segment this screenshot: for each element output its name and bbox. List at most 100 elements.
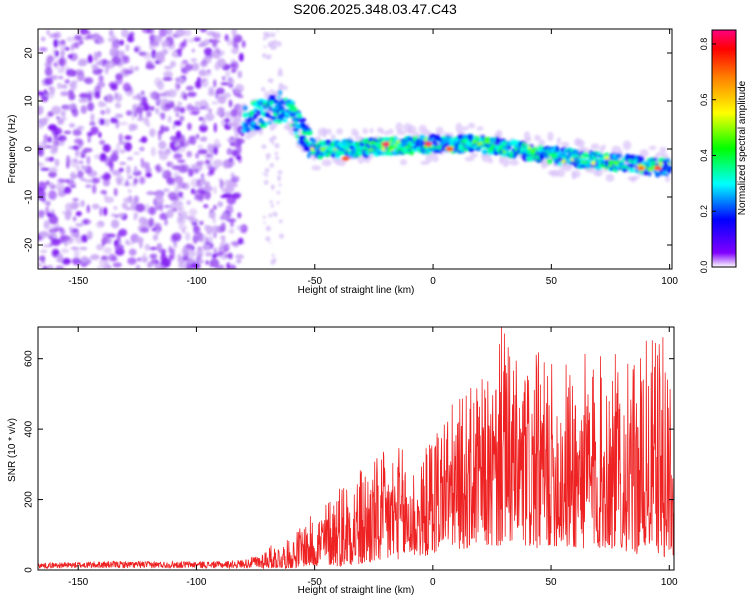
heatmap-cell	[174, 175, 184, 184]
heatmap-cell	[111, 169, 122, 176]
heatmap-cell	[555, 145, 560, 152]
heatmap-cell	[193, 168, 199, 174]
heatmap-cell	[70, 174, 78, 179]
heatmap-cell	[631, 161, 636, 164]
heatmap-cell	[232, 193, 241, 200]
heatmap-cell	[47, 124, 58, 131]
y-tick-label: 400	[24, 420, 35, 437]
heatmap-cell	[185, 243, 193, 249]
heatmap-cell	[174, 81, 181, 91]
heatmap-cell	[164, 127, 169, 132]
heatmap-cell	[72, 129, 82, 136]
heatmap-cell	[236, 138, 245, 144]
heatmap-cell	[101, 240, 105, 247]
heatmap-cell	[217, 201, 224, 208]
heatmap-cell	[289, 105, 297, 112]
heatmap-cell	[429, 146, 435, 149]
heatmap-cell	[262, 53, 267, 59]
heatmap-cell	[252, 113, 259, 118]
heatmap-cell	[49, 33, 58, 39]
heatmap-cell	[103, 247, 112, 254]
heatmap-cell	[294, 134, 300, 139]
heatmap-cell	[144, 243, 150, 251]
heatmap-cell	[571, 149, 580, 155]
heatmap-cell	[170, 60, 177, 68]
heatmap-cell	[81, 234, 88, 243]
heatmap-cell	[457, 145, 464, 150]
heatmap-cell	[217, 95, 227, 104]
heatmap-cell	[38, 255, 46, 262]
heatmap-cell	[142, 252, 147, 261]
heatmap-cell	[213, 247, 217, 253]
heatmap-cell	[58, 75, 64, 80]
heatmap-cell	[432, 154, 439, 163]
heatmap-cell	[477, 142, 483, 145]
heatmap-cell	[546, 159, 553, 164]
heatmap-cell	[227, 179, 233, 188]
heatmap-cell	[505, 159, 511, 165]
heatmap-cell	[418, 134, 426, 140]
heatmap-cell	[185, 265, 194, 269]
heatmap-cell	[49, 166, 58, 174]
x-tick-label: 100	[661, 577, 678, 588]
heatmap-cell	[38, 91, 43, 96]
heatmap-cell	[272, 212, 278, 217]
heatmap-cell	[199, 124, 208, 133]
heatmap-cell	[263, 45, 267, 49]
heatmap-cell	[224, 118, 231, 123]
heatmap-cell	[142, 52, 152, 60]
heatmap-cell	[199, 220, 204, 226]
heatmap-cell	[112, 262, 122, 268]
heatmap-cell	[278, 117, 285, 121]
colorbar-ticks: 0.0 0.2 0.4 0.6 0.8	[699, 38, 716, 274]
heatmap-cell	[113, 188, 118, 197]
heatmap-cell	[63, 130, 72, 135]
heatmap-cell	[76, 144, 82, 150]
heatmap-cell	[187, 91, 197, 97]
heatmap-cell	[464, 156, 475, 162]
heatmap-cell	[65, 209, 73, 217]
heatmap-cell	[126, 35, 135, 43]
heatmap-cell	[278, 105, 285, 112]
heatmap-cell	[38, 142, 42, 146]
heatmap-cell	[211, 225, 220, 234]
heatmap-cell	[183, 38, 188, 44]
heatmap-cell	[162, 171, 166, 176]
heatmap-cell	[135, 236, 144, 244]
heatmap-cell	[110, 213, 116, 217]
heatmap-cell	[86, 204, 91, 214]
heatmap-cell	[43, 220, 50, 230]
heatmap-cell	[282, 97, 288, 101]
heatmap-cell	[134, 46, 139, 53]
heatmap-cell	[160, 101, 164, 111]
heatmap-cell	[264, 168, 270, 173]
heatmap-cell	[639, 149, 649, 158]
colorbar-tick-label: 0.0	[699, 261, 709, 274]
heatmap-cell	[118, 167, 124, 172]
heatmap-cell	[74, 34, 82, 41]
heatmap-cell	[186, 150, 193, 158]
heatmap-cell	[38, 105, 44, 115]
heatmap-cell	[84, 218, 88, 225]
heatmap-cell	[64, 202, 73, 212]
heatmap-cell	[384, 130, 389, 136]
heatmap-cell	[48, 156, 55, 162]
heatmap-cell	[145, 172, 152, 178]
heatmap-cell	[45, 206, 50, 216]
heatmap-cell	[200, 41, 205, 47]
heatmap-cell	[177, 101, 183, 108]
heatmap-cell	[154, 98, 160, 103]
heatmap-cell	[198, 79, 206, 82]
heatmap-cell	[221, 76, 226, 81]
heatmap-cell	[179, 115, 185, 122]
heatmap-cell	[70, 70, 77, 77]
heatmap-cell	[135, 203, 146, 213]
heatmap-cell	[380, 129, 385, 135]
heatmap-cell	[228, 252, 233, 260]
colorbar-tick-label: 0.8	[699, 38, 709, 51]
heatmap-cell	[155, 227, 160, 236]
heatmap-cell	[211, 101, 218, 105]
heatmap-cell	[108, 253, 117, 262]
heatmap-cell	[73, 41, 80, 49]
heatmap-cell	[80, 154, 86, 158]
